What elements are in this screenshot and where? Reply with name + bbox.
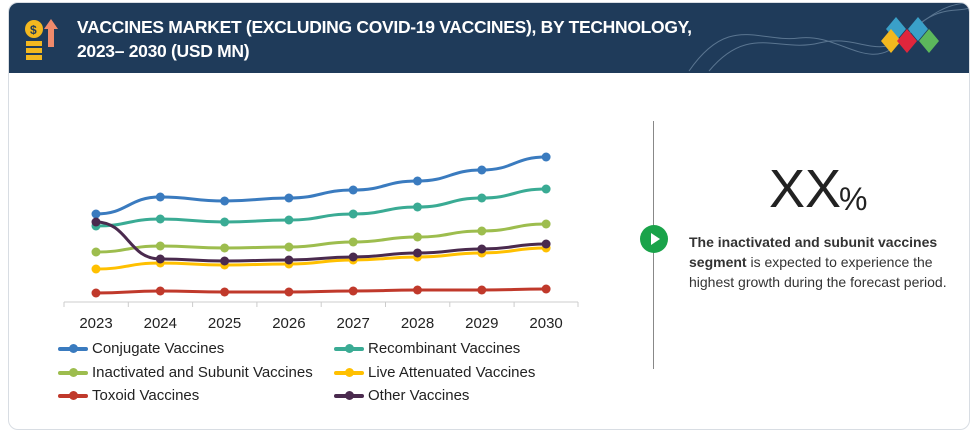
data-point <box>348 185 358 195</box>
header: $ VACCINES MARKET (EXCLUDING COVID-19 VA… <box>9 3 969 73</box>
data-point <box>413 285 422 295</box>
line-chart: 2023 2024 2025 2026 2027 2028 2029 2030 <box>63 152 579 332</box>
data-point <box>348 252 358 262</box>
legend-label: Toxoid Vaccines <box>92 387 200 404</box>
data-point <box>541 284 551 294</box>
data-point <box>220 196 230 206</box>
x-tick-label: 2025 <box>208 315 241 332</box>
data-point <box>220 256 230 266</box>
data-point <box>541 219 551 229</box>
legend-swatch <box>334 367 364 377</box>
x-tick-label: 2023 <box>79 315 112 332</box>
data-point <box>91 217 101 227</box>
percent-sign: % <box>839 181 868 217</box>
data-point <box>284 287 294 297</box>
legend-label: Live Attenuated Vaccines <box>368 364 536 381</box>
money-growth-icon: $ <box>25 19 58 60</box>
legend-label: Recombinant Vaccines <box>368 340 521 357</box>
title-line-1: VACCINES MARKET (EXCLUDING COVID-19 VACC… <box>77 17 692 37</box>
data-point <box>155 254 165 264</box>
data-point <box>284 242 294 252</box>
data-point <box>541 152 551 162</box>
data-point <box>348 209 358 219</box>
legend-swatch <box>334 390 364 400</box>
legend-label: Inactivated and Subunit Vaccines <box>92 364 313 381</box>
data-point <box>348 237 358 247</box>
x-tick-label: 2028 <box>401 315 434 332</box>
legend-item: Conjugate Vaccines <box>58 340 224 357</box>
data-point <box>155 286 165 296</box>
callout-text: The inactivated and subunit vaccines seg… <box>689 232 959 292</box>
data-point <box>220 217 230 227</box>
legend-swatch <box>58 343 88 353</box>
data-point <box>284 255 294 265</box>
series-line <box>95 155 547 216</box>
legend-label: Other Vaccines <box>368 387 470 404</box>
data-point <box>348 286 358 296</box>
decorative-waves <box>688 3 969 72</box>
series-line <box>95 187 547 228</box>
legend-swatch <box>334 343 364 353</box>
data-point <box>541 184 551 194</box>
data-point <box>413 232 422 242</box>
data-point <box>220 243 230 253</box>
legend-item: Recombinant Vaccines <box>334 340 520 357</box>
data-point <box>220 287 230 297</box>
brand-logo-icon <box>881 17 939 53</box>
data-point <box>413 176 422 186</box>
data-point <box>155 192 165 202</box>
data-point <box>284 193 294 203</box>
data-point <box>477 285 487 295</box>
growth-value: XX <box>769 159 842 219</box>
chart-card: $ VACCINES MARKET (EXCLUDING COVID-19 VA… <box>8 2 970 430</box>
legend-swatch <box>58 367 88 377</box>
callout-rest: is expected to experience the highest gr… <box>689 254 947 290</box>
data-point <box>477 226 487 236</box>
legend-item: Toxoid Vaccines <box>58 387 199 404</box>
series-line <box>95 287 547 295</box>
x-tick-label: 2027 <box>337 315 370 332</box>
series-line <box>95 222 547 254</box>
legend-swatch <box>58 390 88 400</box>
data-point <box>155 214 165 224</box>
data-point <box>91 288 101 298</box>
data-point <box>91 247 101 257</box>
data-point <box>413 248 422 258</box>
data-point <box>284 215 294 225</box>
svg-text:$: $ <box>30 23 37 37</box>
x-tick-label: 2024 <box>144 315 177 332</box>
data-point <box>477 193 487 203</box>
data-point <box>477 244 487 254</box>
play-icon[interactable] <box>640 225 668 253</box>
title-line-2: 2023– 2030 (USD MN) <box>77 41 250 61</box>
data-point <box>155 241 165 251</box>
x-tick-label: 2030 <box>529 315 562 332</box>
callout-bold: The inactivated and subunit vaccines seg… <box>689 234 938 270</box>
series-line <box>95 246 547 271</box>
data-point <box>91 209 101 219</box>
data-point <box>91 264 101 274</box>
data-point <box>541 239 551 249</box>
legend-item: Live Attenuated Vaccines <box>334 364 535 381</box>
legend-item: Inactivated and Subunit Vaccines <box>58 364 313 381</box>
data-point <box>477 165 487 175</box>
legend-label: Conjugate Vaccines <box>92 340 225 357</box>
x-tick-label: 2029 <box>465 315 498 332</box>
x-tick-label: 2026 <box>272 315 305 332</box>
data-point <box>413 202 422 212</box>
chart-title: VACCINES MARKET (EXCLUDING COVID-19 VACC… <box>77 15 692 63</box>
legend-item: Other Vaccines <box>334 387 469 404</box>
